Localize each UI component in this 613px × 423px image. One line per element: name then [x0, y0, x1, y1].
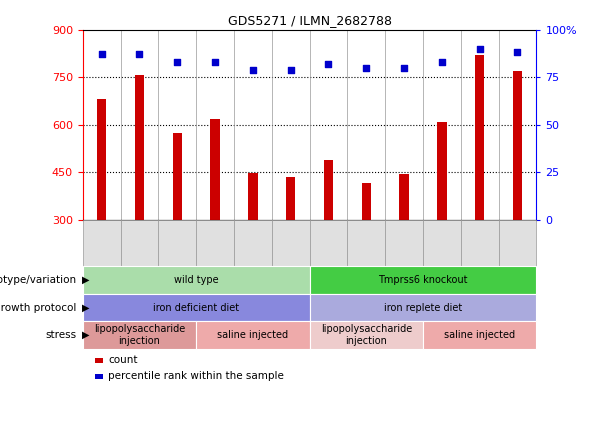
Bar — [210, 119, 220, 220]
Point — [286, 66, 295, 73]
Point — [399, 64, 409, 71]
Text: lipopolysaccharide
injection: lipopolysaccharide injection — [94, 324, 185, 346]
Text: ▶: ▶ — [82, 330, 89, 340]
Text: saline injected: saline injected — [217, 330, 289, 340]
Point — [172, 58, 182, 65]
Bar — [512, 71, 522, 220]
Text: count: count — [108, 355, 137, 365]
Bar — [362, 184, 371, 220]
Bar — [399, 174, 409, 220]
Bar — [248, 173, 257, 220]
Text: ▶: ▶ — [82, 275, 89, 285]
Bar — [475, 55, 484, 220]
Point — [324, 60, 333, 67]
Bar — [324, 160, 333, 220]
Point — [512, 49, 522, 56]
Text: ▶: ▶ — [82, 303, 89, 313]
Bar — [172, 133, 182, 220]
Text: Tmprss6 knockout: Tmprss6 knockout — [378, 275, 468, 285]
Text: lipopolysaccharide
injection: lipopolysaccharide injection — [321, 324, 412, 346]
Bar — [135, 75, 144, 220]
Text: wild type: wild type — [174, 275, 218, 285]
Point — [248, 66, 257, 73]
Point — [437, 58, 447, 65]
Text: percentile rank within the sample: percentile rank within the sample — [108, 371, 284, 382]
Point — [475, 45, 485, 52]
Point — [134, 51, 145, 58]
Text: saline injected: saline injected — [444, 330, 516, 340]
Bar — [97, 99, 107, 220]
Text: genotype/variation: genotype/variation — [0, 275, 77, 285]
Bar — [437, 122, 447, 220]
Title: GDS5271 / ILMN_2682788: GDS5271 / ILMN_2682788 — [227, 14, 392, 27]
Text: growth protocol: growth protocol — [0, 303, 77, 313]
Point — [210, 58, 220, 65]
Point — [97, 51, 107, 58]
Bar — [286, 177, 295, 220]
Point — [361, 64, 371, 71]
Text: iron deficient diet: iron deficient diet — [153, 303, 239, 313]
Text: iron replete diet: iron replete diet — [384, 303, 462, 313]
Text: stress: stress — [45, 330, 77, 340]
